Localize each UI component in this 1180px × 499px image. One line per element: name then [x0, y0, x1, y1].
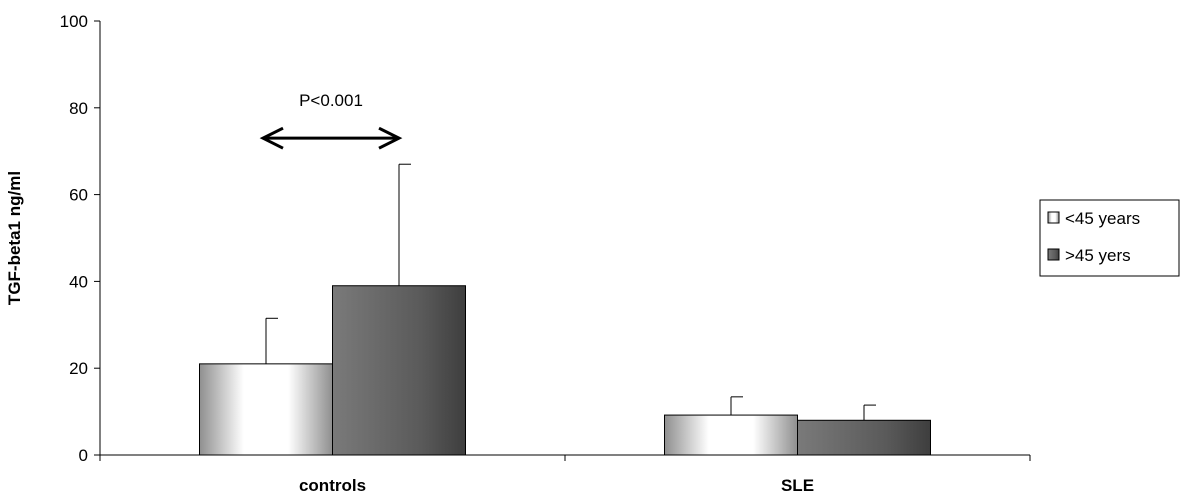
- p-value-annotation: P<0.001: [299, 91, 363, 110]
- significance-arrow: [259, 126, 403, 150]
- bar: [664, 414, 798, 456]
- axes: 0 20 40 60 80 100 controls SLE: [60, 12, 1031, 495]
- arrow-head-left: [259, 126, 284, 150]
- legend-swatch: [1047, 248, 1060, 261]
- y-tick-label: 60: [69, 186, 88, 205]
- x-category-label: controls: [299, 476, 366, 495]
- x-category-label: SLE: [781, 476, 814, 495]
- legend-swatch: [1047, 211, 1060, 224]
- bars: [199, 285, 931, 456]
- legend: <45 years >45 yers: [1039, 199, 1180, 277]
- bar: [332, 285, 466, 456]
- error-bars: [265, 163, 876, 421]
- bar: [199, 363, 333, 456]
- legend-label: >45 yers: [1065, 246, 1131, 265]
- bar: [797, 419, 931, 456]
- annotations: P<0.001: [259, 91, 403, 150]
- legend-box: [1039, 199, 1180, 277]
- y-tick-label: 0: [79, 446, 88, 465]
- y-tick-label: 20: [69, 359, 88, 378]
- y-tick-label: 40: [69, 272, 88, 291]
- y-tick-label: 80: [69, 99, 88, 118]
- arrow-head-right: [378, 126, 403, 150]
- y-axis-title: TGF-beta1 ng/ml: [5, 171, 24, 305]
- y-tick-label: 100: [60, 12, 88, 31]
- legend-label: <45 years: [1065, 209, 1140, 228]
